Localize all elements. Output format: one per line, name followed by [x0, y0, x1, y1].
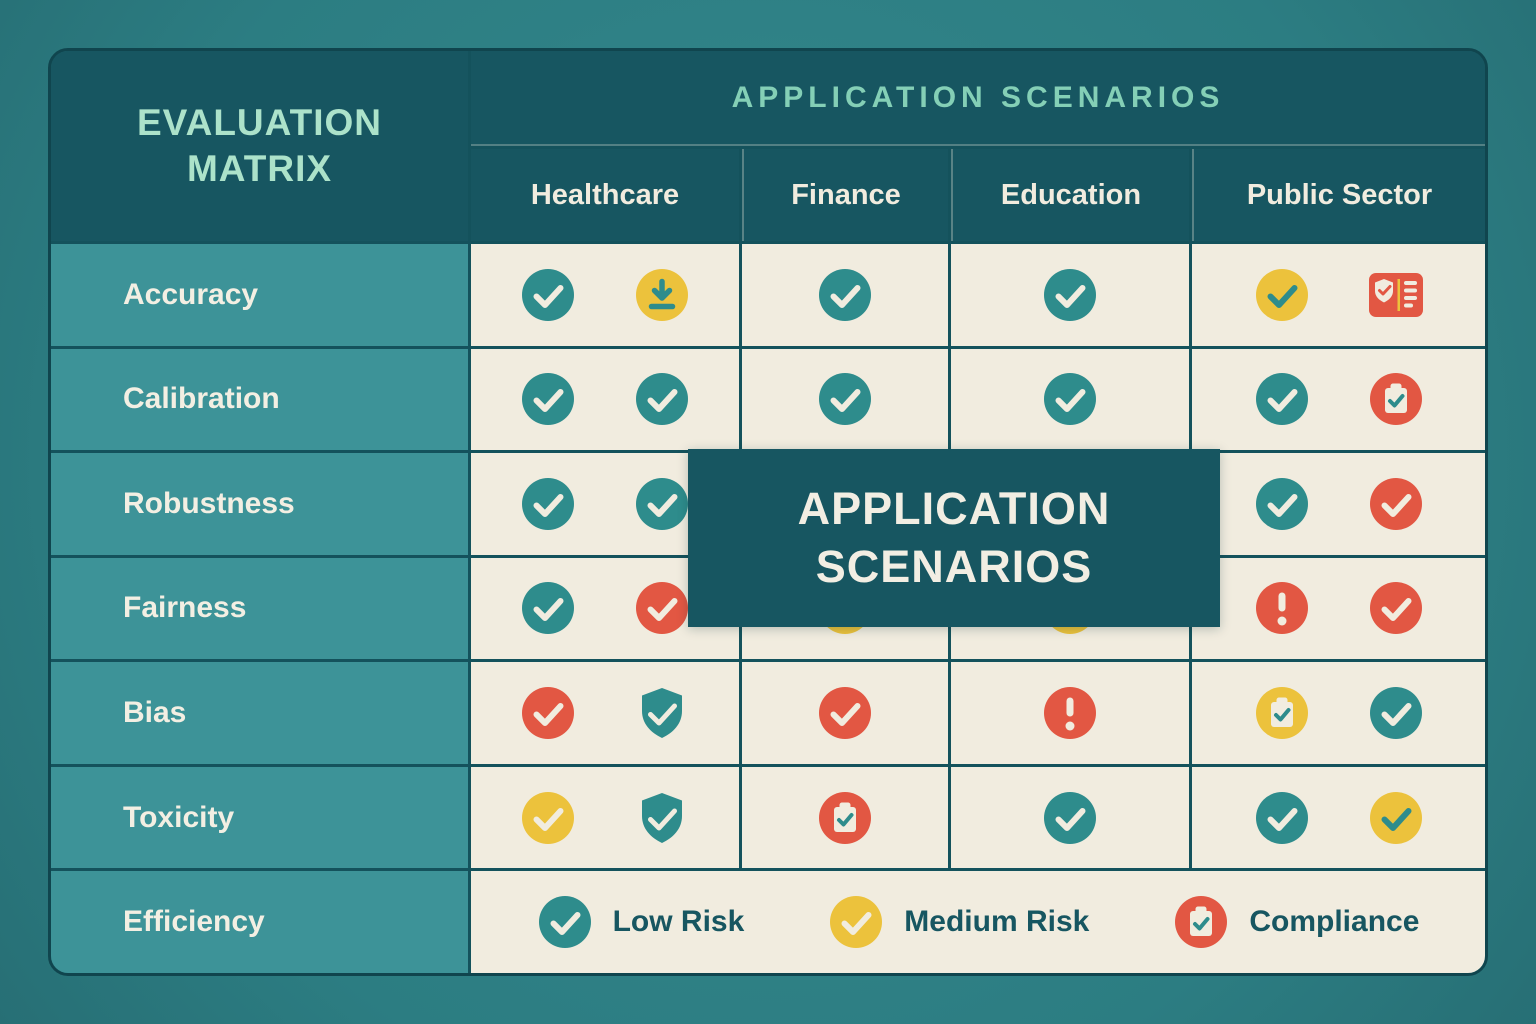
- row-label-calibration: Calibration: [51, 348, 468, 451]
- legend-label-medium-risk: Medium Risk: [904, 905, 1090, 939]
- cell-bias-education: [951, 662, 1189, 764]
- check-red-icon: [817, 685, 873, 741]
- matrix-title: EVALUATION MATRIX: [136, 101, 382, 189]
- legend-bar: Low Risk Medium Risk Compliance: [471, 871, 1485, 973]
- row-label-efficiency: Efficiency: [51, 871, 468, 973]
- cell-accuracy-public-sector: [1192, 244, 1485, 346]
- check-teal-icon: [1042, 790, 1098, 846]
- cell-accuracy-education: [951, 244, 1189, 346]
- matrix-title-cell: EVALUATION MATRIX: [51, 51, 468, 241]
- check-red-icon: [634, 580, 690, 636]
- check-teal-icon: [1254, 371, 1310, 427]
- cell-fairness-public-sector: [1192, 557, 1485, 660]
- row-label-fairness: Fairness: [51, 557, 468, 660]
- column-header-education: Education: [951, 149, 1189, 241]
- alert-red-icon: [1254, 580, 1310, 636]
- check-teal-icon: [520, 476, 576, 532]
- clipboard-red-icon: [1368, 371, 1424, 427]
- legend-item-low-risk: Low Risk: [537, 894, 745, 950]
- download-yellow-icon: [634, 267, 690, 323]
- check-teal-icon: [817, 267, 873, 323]
- check-teal-icon: [817, 371, 873, 427]
- column-header-public-sector: Public Sector: [1192, 149, 1485, 241]
- alert-red-icon: [1042, 685, 1098, 741]
- check-teal-icon: [520, 580, 576, 636]
- shield-check-teal-icon: [634, 685, 690, 741]
- legend-item-medium-risk: Medium Risk: [828, 894, 1089, 950]
- cell-accuracy-finance: [742, 244, 948, 346]
- row-label-accuracy: Accuracy: [51, 244, 468, 346]
- cell-calibration-healthcare: [471, 348, 739, 451]
- cell-toxicity-healthcare: [471, 766, 739, 869]
- cell-bias-public-sector: [1192, 662, 1485, 764]
- check-teal-icon: [634, 476, 690, 532]
- shield-check-teal-icon: [634, 790, 690, 846]
- clipboard-red-icon: [817, 790, 873, 846]
- check-teal-icon: [1042, 371, 1098, 427]
- check-red-icon: [1368, 476, 1424, 532]
- certificate-red-icon: [1368, 267, 1424, 323]
- column-header-finance: Finance: [742, 149, 948, 241]
- check-teal-icon: [537, 894, 593, 950]
- cell-calibration-education: [951, 348, 1189, 451]
- row-label-robustness: Robustness: [51, 453, 468, 555]
- cell-toxicity-education: [951, 766, 1189, 869]
- check-badge-yellow-icon: [1254, 267, 1310, 323]
- cell-bias-finance: [742, 662, 948, 764]
- cell-calibration-finance: [742, 348, 948, 451]
- clipboard-red-icon: [1173, 894, 1229, 950]
- row-label-toxicity: Toxicity: [51, 766, 468, 869]
- cell-calibration-public-sector: [1192, 348, 1485, 451]
- check-teal-icon: [1042, 267, 1098, 323]
- check-yellow-icon: [828, 894, 884, 950]
- check-teal-icon: [634, 371, 690, 427]
- check-red-icon: [1368, 580, 1424, 636]
- scenarios-overlay: APPLICATION SCENARIOS: [688, 449, 1220, 627]
- check-yellow-icon: [520, 790, 576, 846]
- scenarios-header-cell: APPLICATION SCENARIOS: [471, 51, 1485, 146]
- cell-accuracy-healthcare: [471, 244, 739, 346]
- cell-robustness-public-sector: [1192, 453, 1485, 555]
- check-teal-icon: [1254, 476, 1310, 532]
- check-teal-icon: [520, 267, 576, 323]
- legend-label-low-risk: Low Risk: [612, 905, 745, 939]
- clipboard-yellow-icon: [1254, 685, 1310, 741]
- row-label-bias: Bias: [51, 662, 468, 764]
- cell-toxicity-public-sector: [1192, 766, 1485, 869]
- legend-item-compliance: Compliance: [1173, 894, 1419, 950]
- legend-label-compliance: Compliance: [1249, 905, 1420, 939]
- check-badge-yellow-icon: [1368, 790, 1424, 846]
- cell-bias-healthcare: [471, 662, 739, 764]
- check-teal-icon: [1254, 790, 1310, 846]
- scenarios-header-title: APPLICATION SCENARIOS: [731, 80, 1225, 114]
- cell-toxicity-finance: [742, 766, 948, 869]
- check-teal-icon: [1368, 685, 1424, 741]
- column-header-healthcare: Healthcare: [471, 149, 739, 241]
- check-red-icon: [520, 685, 576, 741]
- scenarios-overlay-title: APPLICATION SCENARIOS: [797, 482, 1111, 593]
- check-teal-icon: [520, 371, 576, 427]
